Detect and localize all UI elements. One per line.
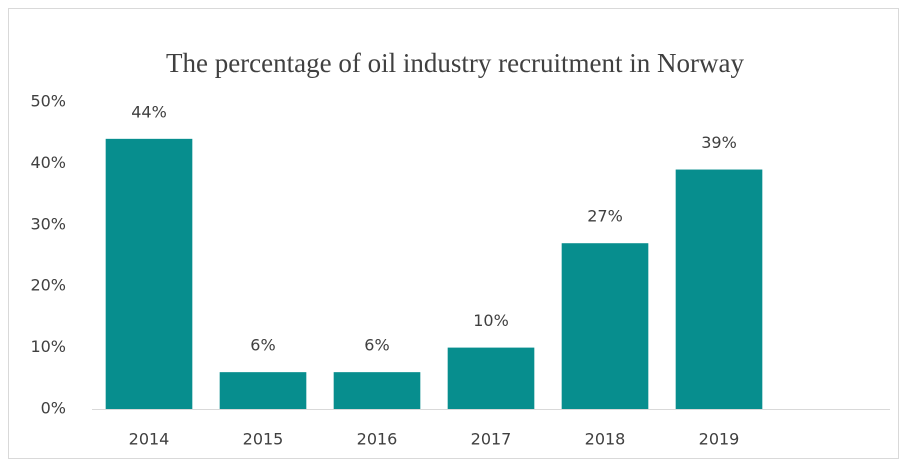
data-label: 44% — [131, 102, 167, 121]
y-tick-label: 30% — [30, 214, 66, 233]
y-tick-label: 40% — [30, 153, 66, 172]
bar — [561, 243, 649, 409]
x-tick-label: 2017 — [471, 430, 512, 449]
y-tick-label: 10% — [30, 337, 66, 356]
x-tick-label: 2016 — [357, 430, 398, 449]
x-tick-label: 2019 — [699, 430, 740, 449]
bar — [219, 372, 307, 409]
data-label: 6% — [364, 336, 389, 355]
data-label: 6% — [250, 336, 275, 355]
bar — [675, 169, 763, 409]
y-tick-label: 50% — [30, 92, 66, 111]
y-tick-label: 0% — [41, 399, 66, 418]
x-tick-label: 2015 — [243, 430, 284, 449]
y-tick-label: 20% — [30, 276, 66, 295]
x-tick-label: 2018 — [585, 430, 626, 449]
x-tick-label: 2014 — [129, 430, 170, 449]
bar — [333, 372, 421, 409]
data-label: 39% — [701, 133, 737, 152]
bar — [447, 347, 535, 409]
data-label: 27% — [587, 207, 623, 226]
chart-title: The percentage of oil industry recruitme… — [166, 48, 745, 78]
bar — [105, 138, 193, 409]
data-label: 10% — [473, 311, 509, 330]
